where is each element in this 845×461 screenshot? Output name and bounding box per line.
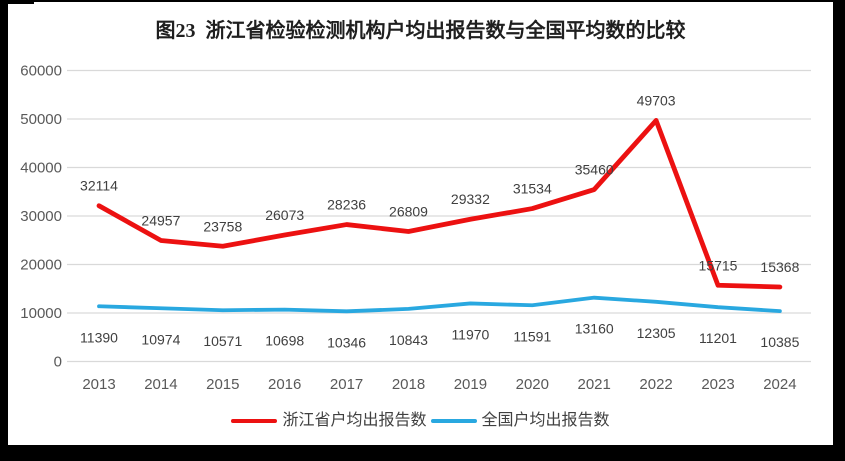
y-tick-label: 50000 bbox=[20, 111, 62, 128]
x-tick-label: 2015 bbox=[206, 376, 239, 393]
legend-item-1: 全国户均出报告数 bbox=[430, 412, 610, 429]
chart-legend: 浙江省户均出报告数 全国户均出报告数 bbox=[8, 410, 833, 432]
x-tick-label: 2019 bbox=[454, 376, 487, 393]
scan-border-top-notch bbox=[0, 0, 34, 4]
legend-line-swatch bbox=[430, 418, 477, 424]
scan-border-right bbox=[833, 0, 845, 461]
x-tick-label: 2014 bbox=[144, 376, 177, 393]
y-tick-label: 30000 bbox=[20, 208, 62, 225]
data-label: 35460 bbox=[575, 162, 614, 178]
data-label: 49703 bbox=[637, 92, 676, 108]
y-tick-label: 10000 bbox=[20, 305, 62, 322]
y-tick-label: 60000 bbox=[20, 63, 62, 80]
data-label: 13160 bbox=[575, 321, 614, 337]
data-label: 31534 bbox=[513, 181, 552, 197]
chart-title: 图23 浙江省检验检测机构户均出报告数与全国平均数的比较 bbox=[155, 20, 686, 42]
x-tick-label: 2023 bbox=[701, 376, 734, 393]
legend-item-0: 浙江省户均出报告数 bbox=[231, 412, 427, 429]
data-label: 10698 bbox=[265, 333, 304, 349]
data-label: 11970 bbox=[451, 326, 489, 342]
data-label: 32114 bbox=[80, 178, 118, 194]
data-label: 24957 bbox=[141, 212, 180, 228]
y-tick-label: 40000 bbox=[20, 160, 62, 177]
data-label: 12305 bbox=[637, 325, 676, 341]
legend-line-swatch bbox=[231, 418, 278, 424]
data-label: 10385 bbox=[760, 334, 799, 350]
scan-border-left bbox=[0, 0, 8, 461]
data-label: 10843 bbox=[389, 332, 428, 348]
data-label: 26073 bbox=[265, 207, 304, 223]
data-label: 15368 bbox=[760, 259, 799, 275]
x-tick-label: 2022 bbox=[639, 376, 672, 393]
x-tick-label: 2018 bbox=[392, 376, 425, 393]
data-label: 10571 bbox=[203, 333, 242, 349]
data-label: 28236 bbox=[327, 197, 366, 213]
x-tick-label: 2017 bbox=[330, 376, 363, 393]
legend-label: 全国户均出报告数 bbox=[481, 412, 610, 429]
scan-border-top bbox=[0, 0, 845, 2]
data-label: 23758 bbox=[203, 218, 242, 234]
data-label: 11591 bbox=[513, 328, 551, 344]
data-label: 11201 bbox=[699, 330, 737, 346]
y-tick-label: 0 bbox=[54, 354, 62, 371]
data-label: 29332 bbox=[451, 191, 490, 207]
y-tick-label: 20000 bbox=[20, 257, 62, 274]
data-label: 26809 bbox=[389, 203, 428, 219]
series-line-1 bbox=[97, 295, 782, 314]
data-label: 10346 bbox=[327, 334, 366, 350]
series-line-0 bbox=[96, 118, 783, 290]
data-label: 15715 bbox=[699, 257, 738, 273]
x-tick-label: 2024 bbox=[763, 376, 796, 393]
data-label: 10974 bbox=[141, 331, 180, 347]
scan-border-bottom bbox=[0, 445, 845, 461]
x-tick-label: 2020 bbox=[516, 376, 549, 393]
x-tick-label: 2013 bbox=[82, 376, 115, 393]
data-label: 11390 bbox=[80, 329, 118, 345]
legend-label: 浙江省户均出报告数 bbox=[282, 412, 427, 429]
x-tick-label: 2021 bbox=[578, 376, 611, 393]
x-tick-label: 2016 bbox=[268, 376, 301, 393]
